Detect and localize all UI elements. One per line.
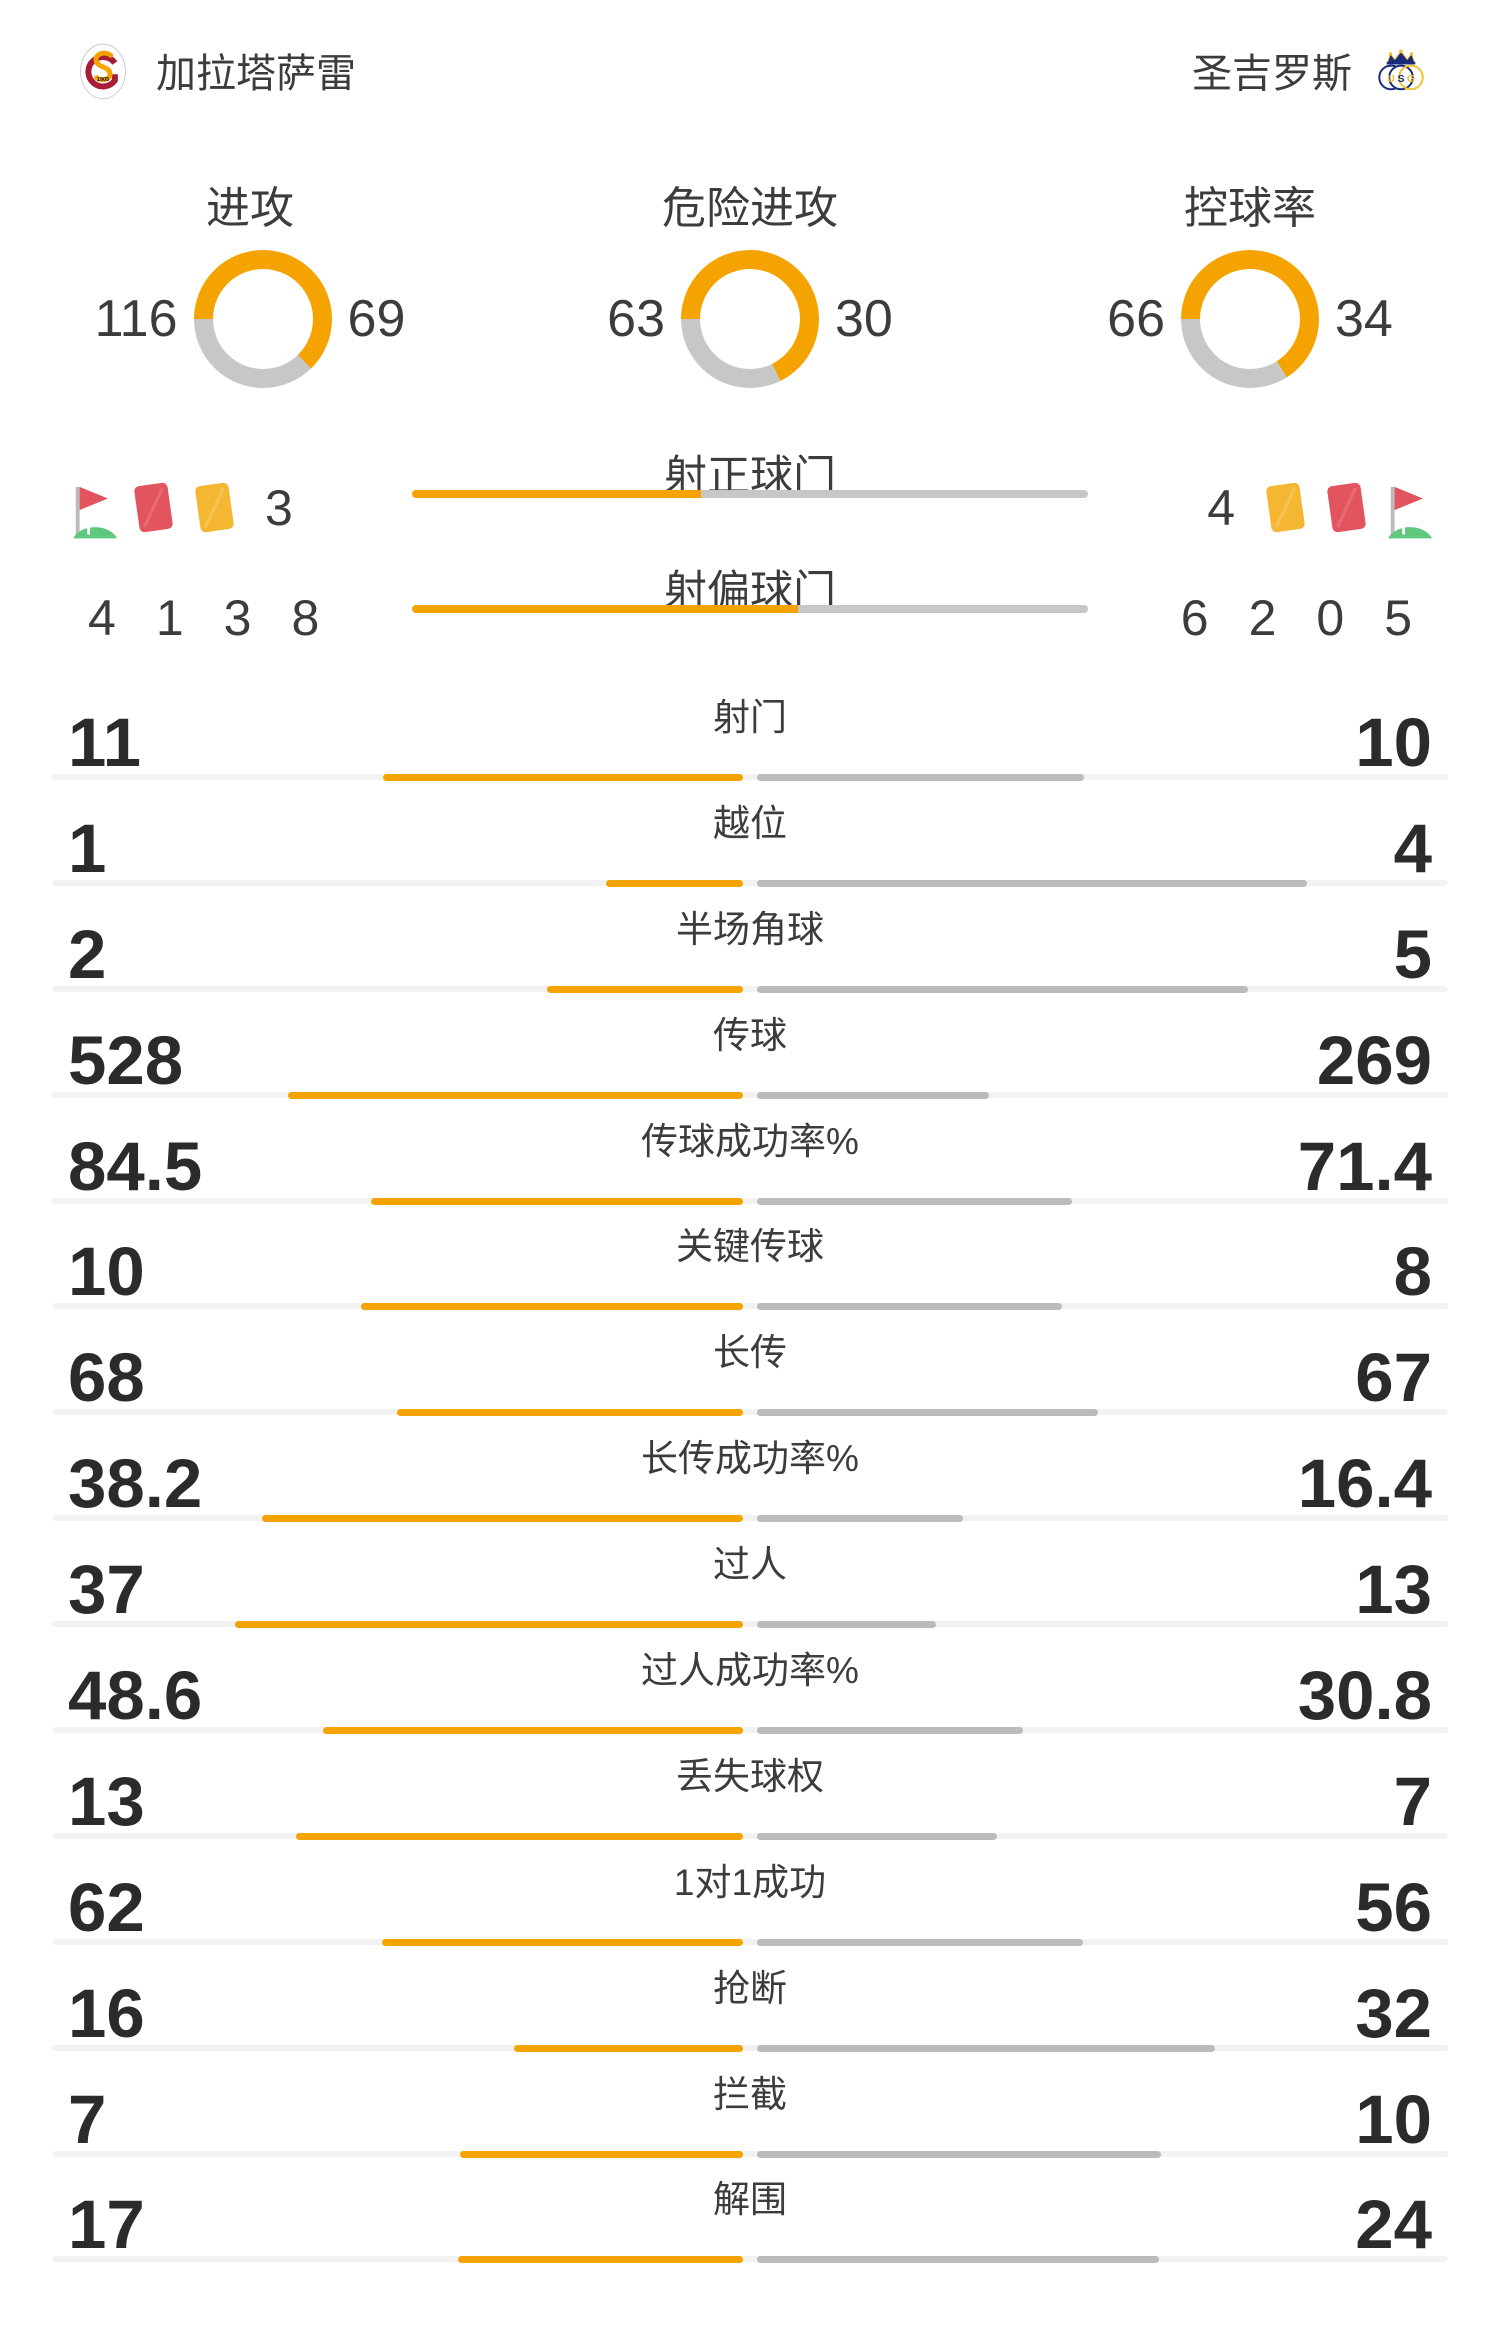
svg-text:S: S xyxy=(1397,72,1404,84)
svg-text:G: G xyxy=(1407,72,1415,84)
svg-text:U: U xyxy=(1387,72,1395,84)
svg-text:1905: 1905 xyxy=(97,77,109,83)
